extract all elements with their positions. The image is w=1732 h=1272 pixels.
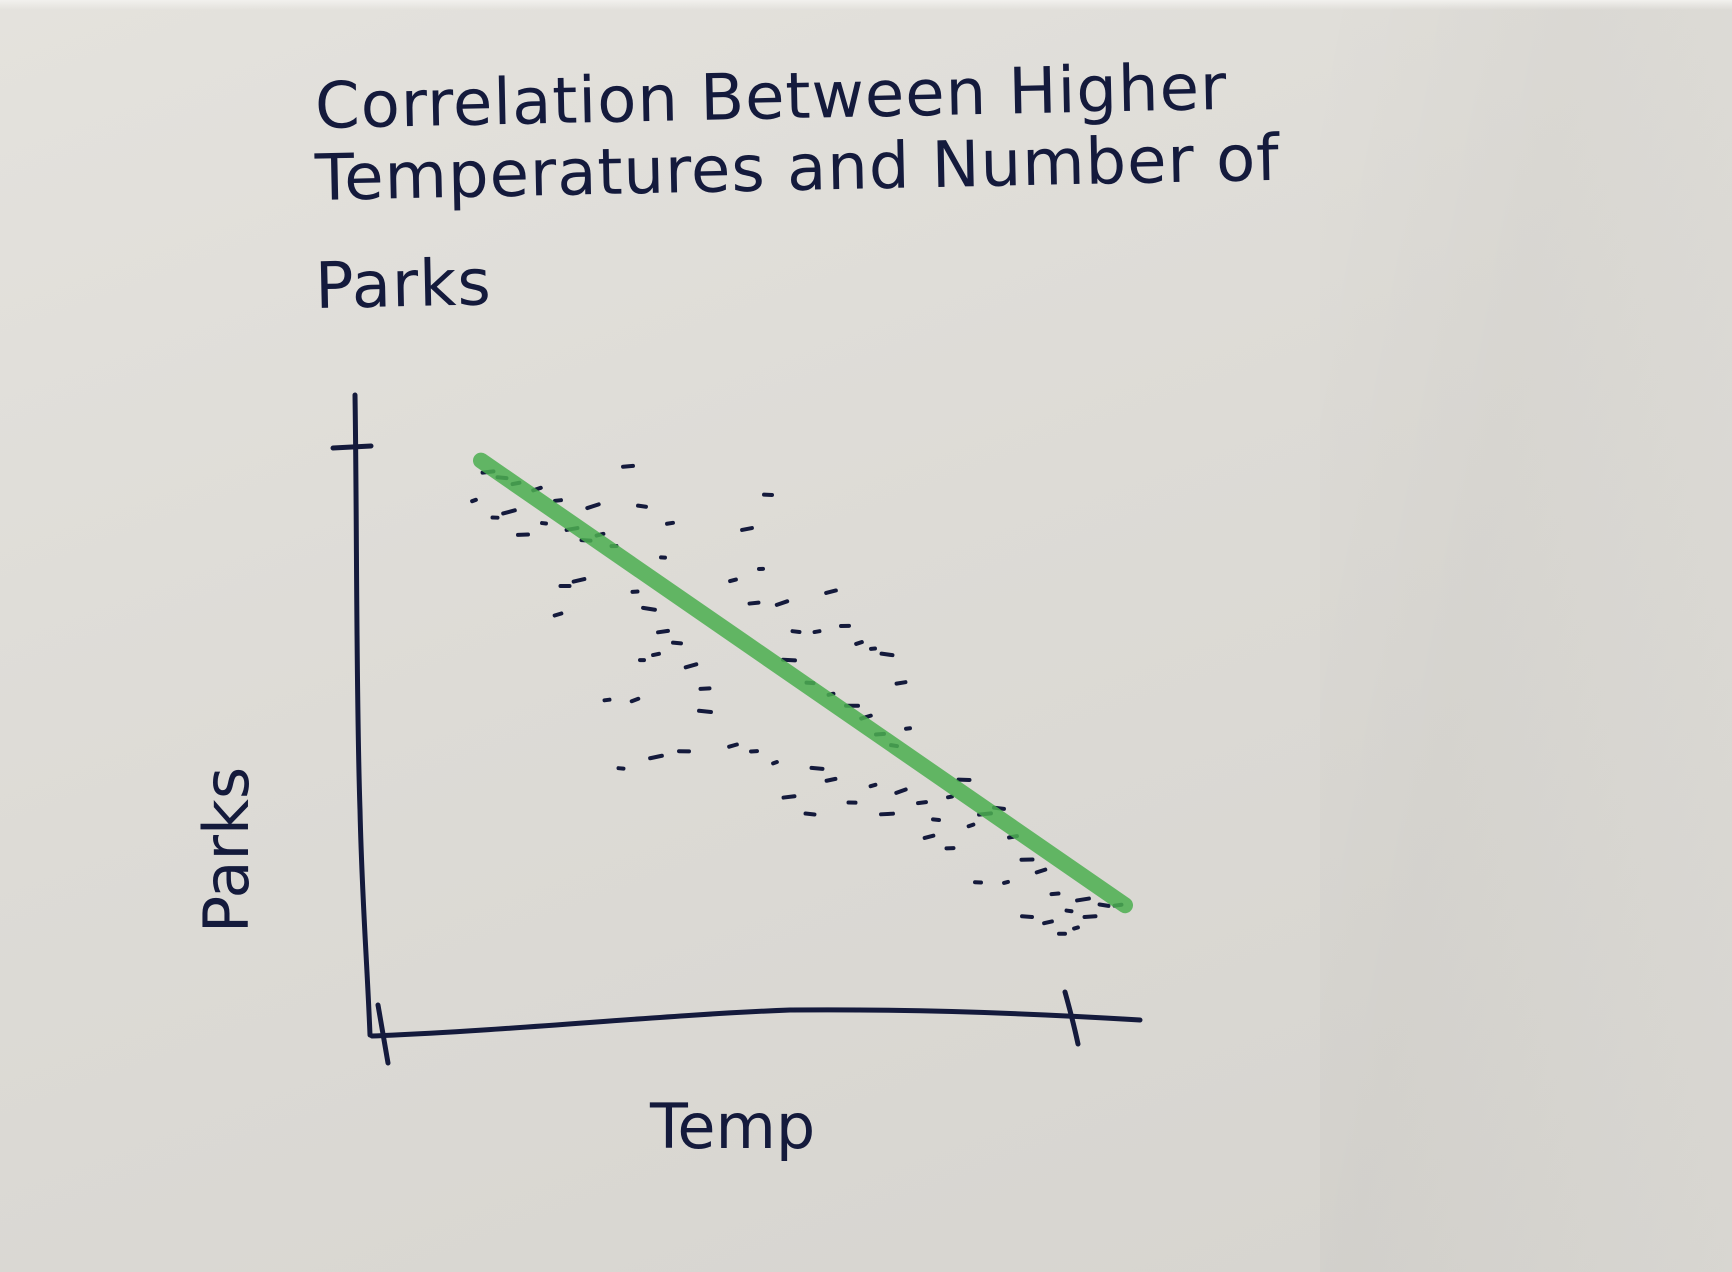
x-axis-right-tick	[1062, 989, 1081, 1047]
scatter-point	[683, 662, 699, 670]
scatter-point	[916, 800, 928, 806]
scatter-point	[621, 463, 635, 469]
scatter-point	[868, 782, 878, 789]
scatter-point	[922, 833, 936, 840]
scatter-point	[966, 822, 976, 829]
scatter-point	[656, 628, 670, 635]
scatter-point	[629, 696, 641, 704]
scatter-point	[1034, 867, 1048, 875]
trend-line	[473, 452, 1133, 914]
scatter-point	[894, 680, 908, 686]
scatter-point	[1082, 914, 1098, 919]
scatter-point	[894, 787, 908, 795]
scatter-point	[1002, 879, 1010, 885]
scatter-point	[1097, 902, 1111, 908]
scatter-point	[781, 657, 797, 663]
paper-top-edge	[0, 0, 1732, 10]
scatter-point	[1042, 919, 1054, 926]
scatter-point	[571, 577, 587, 584]
scatter-point	[1064, 908, 1074, 914]
scatter-point	[651, 651, 661, 658]
scatter-point	[781, 794, 797, 800]
scatter-point	[728, 577, 738, 584]
scatter-point	[1020, 914, 1034, 919]
scatter-point	[641, 605, 657, 612]
scatter-point	[636, 503, 648, 509]
scatter-point	[824, 776, 838, 783]
scatter-point	[879, 811, 895, 817]
scatter-point	[809, 765, 825, 771]
scatter-point	[585, 502, 601, 511]
y-axis-title: Parks	[190, 767, 263, 933]
x-axis-left-tick	[375, 1002, 391, 1066]
x-axis-title: Temp	[649, 1090, 815, 1163]
scatter-point	[727, 742, 739, 749]
scatter-point	[665, 520, 675, 526]
scatter-point	[470, 497, 478, 504]
scatter-point	[790, 629, 802, 635]
scatter-point	[602, 697, 612, 703]
scatter-point	[553, 498, 563, 503]
scatter-point	[771, 760, 779, 766]
scatter-point	[1072, 925, 1080, 931]
y-axis	[352, 392, 373, 1038]
paper-fold-shading	[1320, 0, 1732, 1272]
scatter-point	[1075, 896, 1091, 903]
y-axis-top-tick	[330, 443, 374, 451]
scatter-point	[774, 599, 790, 607]
x-axis	[369, 1007, 1143, 1039]
scatter-point	[501, 508, 517, 516]
scatter-point	[812, 629, 822, 635]
points-layer	[470, 463, 1124, 936]
scatter-point	[648, 753, 664, 761]
scatter-point	[671, 640, 683, 646]
scatter-point	[904, 726, 912, 731]
scatter-point	[854, 640, 864, 646]
scatter-point	[552, 611, 564, 618]
scatter-point	[946, 794, 954, 800]
scatter-point	[697, 708, 713, 715]
scatter-point	[747, 600, 761, 606]
scatter-point	[824, 588, 838, 595]
scatter-point	[803, 811, 817, 817]
scatter-point	[1049, 891, 1061, 897]
scatter-point	[879, 651, 895, 658]
scatter-point	[740, 526, 754, 532]
scatter-point	[931, 817, 941, 823]
